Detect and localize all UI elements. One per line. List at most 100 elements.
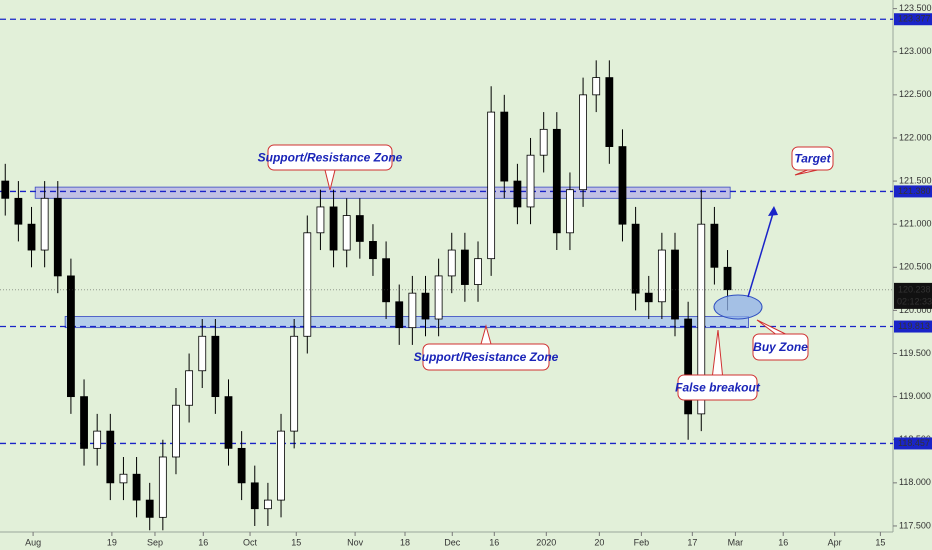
callout-pointer [756,319,786,335]
level-label-box [894,185,932,198]
x-tick-label: 20 [594,537,604,547]
candle-body [552,128,561,234]
level-label: 119.813 [898,321,930,331]
overlay: Support/Resistance Zone Target Support/Res… [258,144,834,401]
candle-body [460,249,469,285]
callout-box [422,343,550,371]
x-tick-label: Oct [243,537,258,547]
level-label-box [894,320,932,333]
callout-pointer [480,324,492,345]
candle-body [592,77,601,96]
candle-body [67,275,75,398]
x-tick-label: 16 [778,537,788,547]
callout-box [752,333,809,361]
x-tick-label: 18 [400,537,410,547]
x-tick-label: 17 [687,537,697,547]
y-tick-label: 122.000 [899,132,932,142]
candle-body [408,292,417,329]
level-label: 118.457 [898,438,930,448]
target-arrow [747,209,775,298]
level-label-box [894,437,932,450]
annotation: Support/Resistance Zone [414,350,559,364]
y-tick-label: 121.000 [899,219,932,229]
zone [64,316,749,329]
buy-zone-ellipse [713,294,763,320]
candle-body [1,180,10,199]
candle-body [237,447,246,484]
candle-body [224,396,233,449]
x-tick-label: Apr [828,537,842,547]
level-label-box [894,13,932,26]
callout-pointer [794,169,818,176]
y-tick-label: 123.500 [899,3,932,13]
y-tick-label: 123.000 [899,46,932,56]
candle-body [53,197,62,277]
candle-body [500,111,509,182]
x-tick-label: 16 [489,537,499,547]
candle-body [40,197,49,251]
callout-box [677,374,758,401]
candle-body [526,154,535,208]
candle-body [369,241,377,260]
candle-body [158,456,167,518]
x-tick-label: Nov [347,537,364,547]
candle-body [671,249,679,320]
arrow-head [768,206,778,216]
candle-body [474,258,482,285]
candle-body [303,232,312,337]
last-price-box [894,282,932,309]
candle-body [250,482,259,510]
level-label: 123.377 [898,14,931,24]
candle-body [697,223,706,415]
candle-body [27,223,36,251]
annotation: Support/Resistance Zone [258,151,403,165]
candle-body [447,249,456,277]
x-tick-label: Sep [147,537,163,547]
candle-body [605,77,614,147]
candle-body [723,266,732,291]
x-tick-label: Dec [444,537,461,547]
candle-body [329,206,338,251]
candle-body [434,275,443,320]
countdown: 02:12:33 [897,296,932,306]
candle-body [487,111,496,260]
annotation: Target [794,152,831,166]
candle-body [382,258,390,303]
candle-body [644,292,653,303]
candle-body [342,215,351,251]
y-tick-label: 117.500 [899,520,931,530]
y-tick-label: 119.000 [899,391,931,401]
candle-body [132,473,141,501]
candle-body [539,128,548,156]
callout-pointer [324,169,336,191]
candle-body [14,197,23,225]
candle-body [211,335,220,398]
candle-body [93,430,102,449]
annotation: False breakout [675,381,761,395]
x-tick-label: Feb [634,537,650,547]
candle-body [421,292,430,320]
level-label: 121.380 [898,186,931,196]
candle-body [513,180,522,208]
x-tick-label: Aug [25,537,41,547]
y-tick-label: 120.000 [899,305,932,315]
y-tick-label: 119.500 [899,348,931,358]
y-tick-label: 118.000 [899,477,931,487]
y-tick-label: 121.500 [899,175,932,185]
candle-body [106,430,115,484]
candle-body [355,215,364,242]
plot-area: 117.500118.000118.500119.000119.500120.0… [0,3,932,547]
candle-body [172,404,180,458]
candle-body [710,223,719,268]
x-tick-label: 19 [107,537,117,547]
annotation: Buy Zone [753,340,808,354]
candle-body [185,370,194,406]
candle-body [618,146,627,225]
y-tick-label: 122.500 [899,89,932,99]
candle-body [395,301,404,329]
x-tick-label: 15 [291,537,301,547]
candle-body [80,396,88,449]
x-tick-label: 15 [875,537,885,547]
